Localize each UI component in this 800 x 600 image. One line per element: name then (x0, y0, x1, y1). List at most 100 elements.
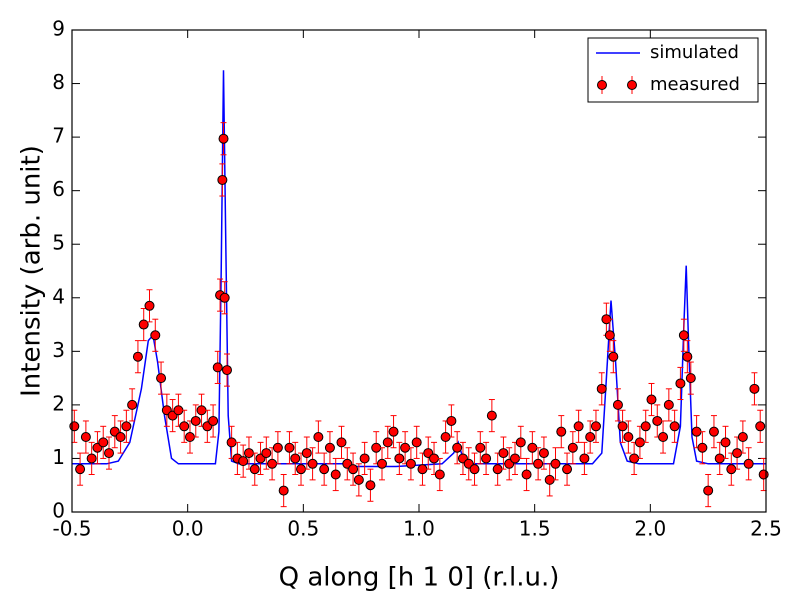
error-point (678, 318, 689, 352)
error-point (434, 457, 445, 492)
data-point (604, 330, 615, 341)
data-point (446, 415, 457, 426)
x-tick-label: 0.0 (172, 517, 204, 541)
error-point (324, 431, 335, 465)
data-point (475, 442, 486, 453)
x-tick-label: 1.0 (403, 517, 435, 541)
data-point (550, 458, 561, 469)
data-point (290, 453, 301, 464)
data-point (481, 453, 492, 464)
data-point (452, 442, 463, 453)
data-point (608, 351, 619, 362)
data-point (737, 432, 748, 443)
data-point (249, 464, 260, 475)
error-point (376, 447, 387, 481)
error-point (646, 382, 657, 417)
y-tick-label: 7 (52, 124, 65, 148)
legend-marker (627, 80, 637, 90)
data-point (590, 421, 601, 432)
data-point (127, 399, 138, 410)
error-point (720, 425, 731, 459)
error-point (617, 409, 628, 443)
error-point (109, 415, 120, 449)
error-point (161, 393, 172, 427)
data-point (623, 432, 634, 443)
error-point (703, 474, 714, 508)
data-point (365, 480, 376, 491)
data-point (469, 464, 480, 475)
error-point (708, 415, 719, 449)
data-point (596, 383, 607, 394)
data-point (376, 458, 387, 469)
data-point (221, 365, 232, 376)
data-point (284, 442, 295, 453)
data-point (132, 351, 143, 362)
x-tick-label: 2.5 (750, 517, 782, 541)
data-point (617, 421, 628, 432)
error-point (86, 441, 97, 476)
error-point (755, 409, 766, 443)
data-point (307, 458, 318, 469)
data-point (238, 456, 249, 467)
legend-box (587, 37, 759, 103)
error-point (510, 441, 521, 476)
error-point (208, 404, 219, 438)
x-tick-label: 2.0 (634, 517, 666, 541)
error-point (685, 361, 696, 395)
error-point (411, 425, 422, 459)
data-point (156, 373, 167, 384)
data-point (388, 426, 399, 437)
error-point (301, 436, 312, 470)
error-point (429, 441, 440, 476)
error-point (515, 425, 526, 459)
error-point (498, 436, 509, 470)
error-point (127, 388, 138, 422)
data-point (405, 458, 416, 469)
error-point (486, 399, 497, 433)
error-point (743, 447, 754, 481)
data-point (567, 442, 578, 453)
error-point (365, 468, 376, 502)
error-point (272, 431, 283, 465)
data-point (498, 448, 509, 459)
error-point (261, 436, 272, 470)
error-point (218, 122, 229, 156)
data-point (585, 432, 596, 443)
data-point (394, 453, 405, 464)
error-point (608, 340, 619, 374)
error-point (538, 436, 549, 470)
x-tick-label: 0.5 (287, 517, 319, 541)
error-point (697, 431, 708, 465)
error-point (319, 452, 330, 486)
x-tick-label: -0.5 (52, 517, 91, 541)
error-point (669, 409, 680, 443)
legend-marker (597, 80, 607, 90)
error-point (675, 366, 686, 401)
error-point (590, 409, 601, 443)
data-point (208, 415, 219, 426)
error-point (238, 444, 249, 478)
simulated-line (72, 70, 766, 468)
error-point (179, 409, 190, 443)
error-point (596, 372, 607, 406)
error-point (144, 289, 155, 323)
y-tick-label: 3 (52, 338, 65, 362)
error-point (359, 441, 370, 476)
error-point (284, 431, 295, 465)
data-point (758, 469, 769, 480)
error-point (278, 474, 289, 508)
data-point (749, 383, 760, 394)
error-point (533, 447, 544, 481)
data-point (138, 319, 149, 330)
error-point (69, 409, 80, 443)
error-point (307, 447, 318, 481)
data-point (669, 421, 680, 432)
error-point (492, 452, 503, 486)
data-point (121, 421, 132, 432)
error-point (219, 281, 230, 315)
data-point (278, 485, 289, 496)
error-point (75, 452, 86, 486)
data-point (313, 432, 324, 443)
error-point (737, 420, 748, 454)
